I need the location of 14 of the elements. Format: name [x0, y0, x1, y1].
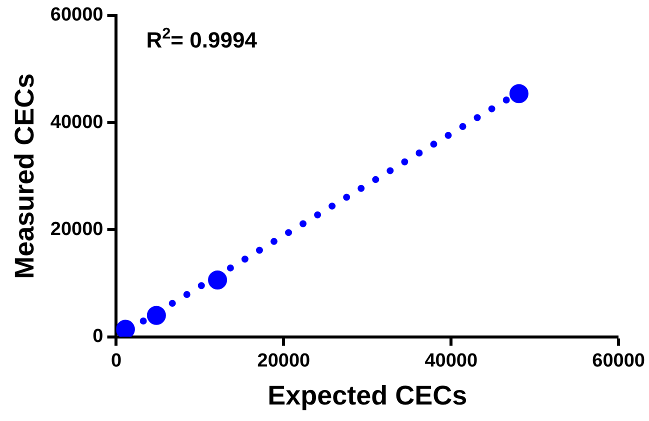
x-tick-label: 20000	[257, 350, 310, 372]
y-tick-label: 20000	[50, 218, 104, 240]
y-axis-title: Measured CECs	[10, 73, 40, 279]
x-tick-label: 40000	[424, 350, 478, 372]
y-tick-label: 40000	[50, 112, 104, 133]
point	[208, 270, 228, 290]
x-axis-title: Expected CECs	[268, 380, 468, 410]
point	[116, 320, 135, 337]
point	[146, 306, 166, 325]
y-tick-label: 60000	[50, 4, 104, 26]
x-tick-label: 60000	[592, 350, 646, 372]
point	[509, 84, 528, 104]
y-tick-label: 0	[92, 326, 104, 348]
x-tick-label: 0	[110, 350, 122, 372]
